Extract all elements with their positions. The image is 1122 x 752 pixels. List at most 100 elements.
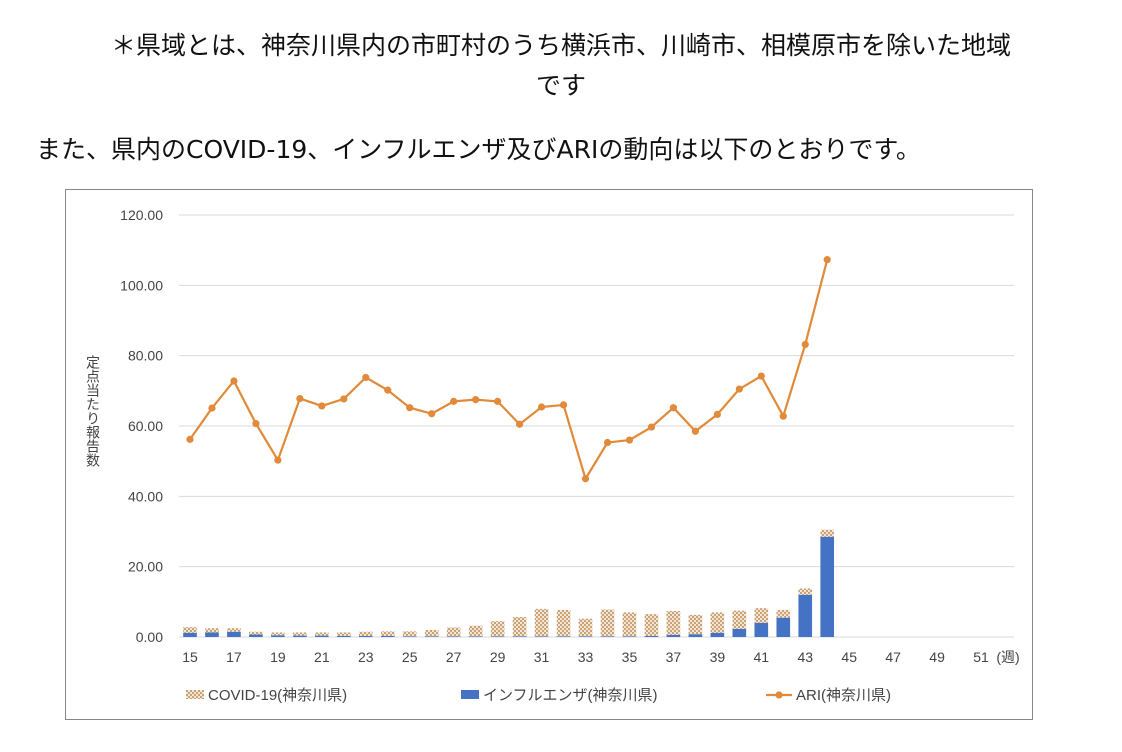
x-tick-label: 29: [490, 649, 506, 665]
x-tick-label: 23: [358, 649, 374, 665]
flu-bar: [798, 594, 813, 637]
x-tick-label: 35: [622, 649, 638, 665]
covid-bar: [336, 632, 351, 636]
flu-bar: [424, 636, 439, 637]
covid-bar: [710, 612, 725, 633]
legend-label: COVID-19(神奈川県): [208, 687, 347, 704]
ari-point: [472, 396, 480, 404]
ari-point: [384, 386, 392, 394]
legend-swatch-ari-marker: [775, 691, 783, 699]
flu-bar: [271, 635, 285, 637]
y-tick-label: 100.00: [120, 277, 163, 293]
flu-bar: [249, 634, 263, 637]
covid-bar: [271, 632, 285, 636]
ari-point: [296, 394, 304, 403]
ari-point: [186, 435, 194, 443]
flu-bar: [644, 635, 659, 637]
flu-bar: [293, 635, 307, 637]
flu-bar: [732, 628, 747, 637]
ari-point: [691, 427, 699, 435]
covid-bar: [402, 631, 417, 637]
x-tick-label: 33: [578, 649, 594, 665]
covid-bar: [183, 627, 197, 633]
y-tick-label: 20.00: [128, 559, 163, 575]
ari-point: [362, 373, 370, 382]
lead-paragraph: また、県内のCOVID-19、インフルエンザ及びARIの動向は以下のとおりです。: [36, 135, 921, 164]
covid-bar: [798, 588, 813, 595]
y-tick-label: 0.00: [136, 629, 163, 645]
flu-bar: [227, 631, 241, 637]
chart-frame: 0.00 20.00 40.00 60.00 80.00 100.00 120.00 15 1…: [65, 189, 1033, 720]
flu-bar: [776, 617, 791, 637]
ari-point: [559, 401, 568, 409]
covid-bar: [666, 610, 681, 635]
flu-bar: [820, 536, 835, 637]
legend-label: インフルエンザ(神奈川県): [483, 687, 658, 704]
ari-point: [603, 438, 612, 447]
ari-point: [669, 404, 678, 412]
x-tick-label: 51: [973, 649, 989, 665]
grid-lines: [179, 214, 1014, 638]
x-tick-label: 27: [446, 649, 462, 665]
covid-bar: [512, 616, 527, 637]
y-tick-label: 80.00: [128, 348, 163, 364]
x-axis-unit-label: (週): [996, 649, 1019, 665]
flu-bar: [556, 636, 571, 637]
ari-point: [340, 395, 348, 403]
flu-bar: [402, 636, 417, 637]
note-text: ＊県域とは、神奈川県内の市町村のうち横浜市、川崎市、相模原市を除いた地域 です: [0, 26, 1122, 106]
ari-point: [713, 410, 721, 418]
ari-point: [450, 397, 458, 405]
flu-bar: [534, 636, 549, 637]
covid-bar: [776, 609, 791, 618]
covid-bar: [205, 628, 219, 633]
legend-swatch-flu: [461, 690, 479, 699]
legend-label: ARI(神奈川県): [796, 687, 891, 704]
ari-point: [647, 423, 656, 431]
flu-bar: [578, 636, 593, 637]
legend-swatch-covid: [186, 690, 204, 699]
covid-bar: [754, 608, 769, 623]
y-tick-label: 120.00: [120, 207, 163, 223]
x-tick-label: 47: [885, 649, 901, 665]
flu-bar: [380, 635, 395, 637]
ari-point: [757, 372, 765, 380]
covid-bar: [556, 609, 571, 637]
x-tick-label: 17: [226, 649, 242, 665]
flu-bar: [600, 636, 615, 637]
ari-line: [189, 259, 829, 482]
x-tick-label: 43: [797, 649, 813, 665]
flu-bar: [622, 636, 637, 637]
ari-point: [581, 475, 590, 483]
covid-bar: [358, 631, 373, 636]
ari-point: [625, 436, 634, 444]
covid-bar: [622, 612, 637, 637]
x-axis-ticks: 15 17 19 21 23 25 27 29 31 33 35 37 39 41 43 45 47 49 51: [182, 649, 989, 665]
y-tick-label: 60.00: [128, 418, 163, 434]
x-tick-label: 39: [710, 649, 726, 665]
flu-bar: [315, 635, 329, 637]
ari-point: [823, 256, 831, 264]
ari-point: [252, 419, 260, 428]
covid-bar: [380, 631, 395, 636]
flu-bar: [336, 635, 351, 637]
ari-point: [515, 420, 524, 428]
bars: [183, 529, 835, 637]
legend: COVID-19(神奈川県) インフルエンザ(神奈川県) ARI(神奈川県): [186, 687, 891, 704]
covid-bar: [293, 632, 307, 636]
flu-bar: [358, 635, 373, 637]
ari-point: [208, 404, 216, 412]
ari-point: [494, 397, 502, 405]
x-tick-label: 45: [841, 649, 857, 665]
ari-point: [318, 402, 326, 410]
covid-bar: [424, 629, 439, 637]
ari-point: [779, 412, 787, 420]
ari-point: [230, 377, 238, 385]
covid-bar: [688, 614, 703, 635]
x-tick-label: 21: [314, 649, 330, 665]
covid-bar: [534, 608, 549, 637]
x-tick-label: 19: [270, 649, 286, 665]
flu-bar: [710, 632, 725, 637]
x-tick-label: 25: [402, 649, 418, 665]
